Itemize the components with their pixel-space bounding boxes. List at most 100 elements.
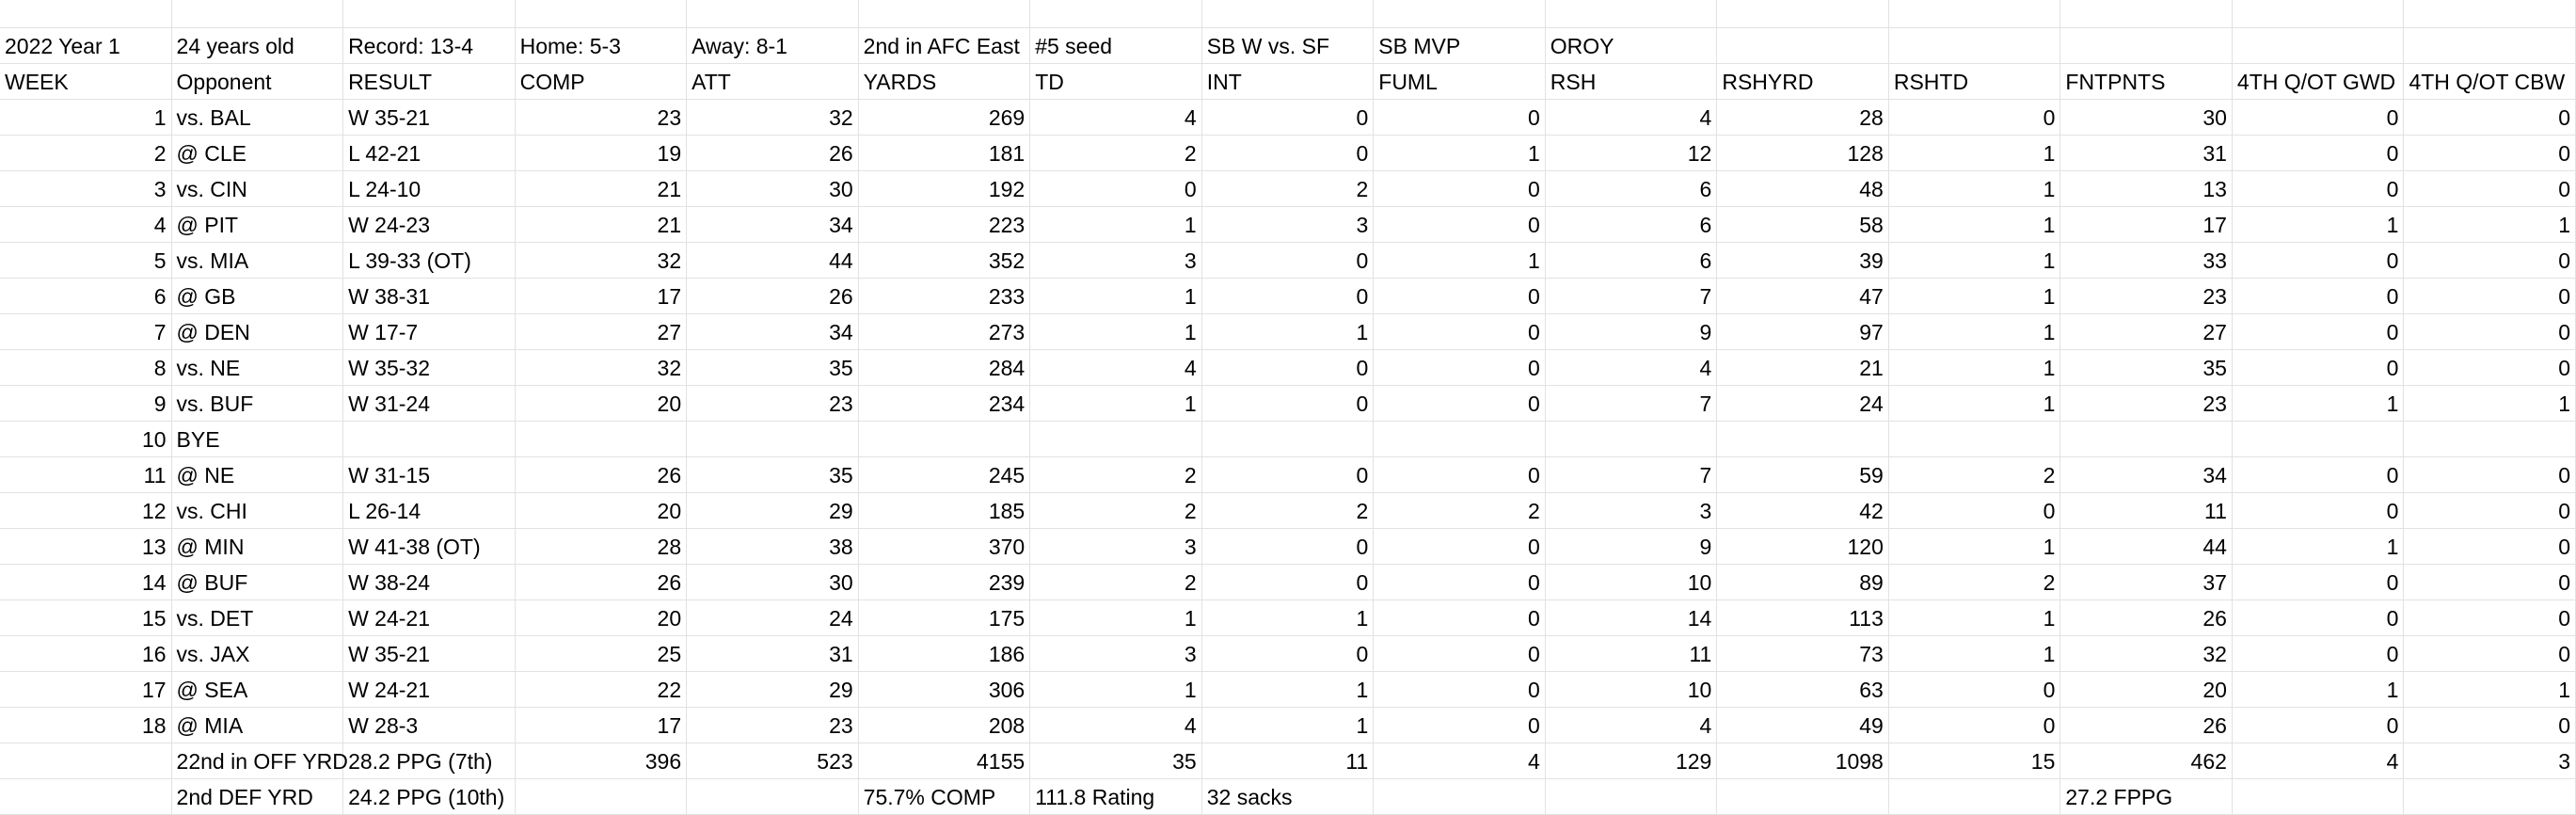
grid-cell	[858, 422, 1031, 457]
cell-text: W 35-21	[343, 636, 516, 672]
cell-text: WEEK	[0, 64, 172, 100]
cell-text: 111.8 Rating	[1030, 779, 1202, 815]
cell-text: 0	[1374, 529, 1546, 565]
cell-text: 3	[1201, 207, 1375, 243]
cell-text: 129	[1545, 743, 1718, 779]
cell-text: 35	[687, 457, 859, 493]
cell-text: 1	[0, 100, 172, 136]
cell-text: 1	[1030, 314, 1202, 350]
cell-text: 21	[515, 207, 688, 243]
cell-text: RESULT	[343, 64, 516, 100]
cell-text: 462	[2060, 743, 2233, 779]
cell-text: 34	[687, 314, 859, 350]
cell-text: W 41-38 (OT)	[343, 529, 516, 565]
cell-text: 1	[1374, 136, 1546, 171]
cell-text: 31	[687, 636, 859, 672]
grid-cell	[171, 0, 344, 28]
cell-text: 2	[1374, 493, 1546, 529]
cell-text: FUML	[1374, 64, 1546, 100]
cell-text: 2	[1888, 457, 2061, 493]
cell-text: 20	[515, 386, 688, 422]
cell-text: 0	[1888, 672, 2061, 708]
cell-text: 4	[1545, 350, 1718, 386]
cell-text: 181	[858, 136, 1031, 171]
cell-text: 26	[687, 279, 859, 314]
cell-text: 4TH Q/OT GWD	[2232, 64, 2405, 100]
cell-text: 32 sacks	[1201, 779, 1375, 815]
cell-text: 0	[1374, 636, 1546, 672]
cell-text: 2	[1030, 457, 1202, 493]
cell-text: 0	[2232, 350, 2405, 386]
cell-text: 4	[1545, 100, 1718, 136]
cell-text: 3	[1545, 493, 1718, 529]
grid-cell	[343, 422, 516, 457]
grid-cell	[2060, 0, 2233, 28]
cell-text: #5 seed	[1030, 28, 1202, 64]
cell-text: 1	[1888, 314, 2061, 350]
cell-text: 2022 Year 1	[0, 28, 172, 64]
cell-text: 0	[2404, 708, 2576, 743]
cell-text: 6	[0, 279, 172, 314]
cell-text: 0	[1888, 493, 2061, 529]
cell-text: 0	[2232, 565, 2405, 600]
cell-text: 24	[1717, 386, 1889, 422]
cell-text: RSH	[1545, 64, 1718, 100]
cell-text: 1	[1888, 136, 2061, 171]
grid-cell	[0, 0, 172, 28]
cell-text: 3	[1030, 529, 1202, 565]
cell-text: 32	[515, 243, 688, 279]
cell-text: 27	[2060, 314, 2233, 350]
cell-text: 0	[2232, 279, 2405, 314]
cell-text: 35	[687, 350, 859, 386]
cell-text: 0	[1374, 672, 1546, 708]
cell-text: 3	[2404, 743, 2576, 779]
cell-text: @ SEA	[171, 672, 344, 708]
cell-text: 30	[687, 565, 859, 600]
cell-text: 63	[1717, 672, 1889, 708]
cell-text: 23	[687, 708, 859, 743]
cell-text: 0	[2404, 100, 2576, 136]
cell-text: 2nd in AFC East	[858, 28, 1031, 64]
grid-cell	[1201, 0, 1375, 28]
cell-text: 1	[1888, 529, 2061, 565]
cell-text: 269	[858, 100, 1031, 136]
cell-text: W 35-32	[343, 350, 516, 386]
cell-text: 19	[515, 136, 688, 171]
grid-cell	[1888, 28, 2061, 64]
cell-text: INT	[1201, 64, 1375, 100]
grid-cell	[1374, 779, 1546, 815]
grid-cell	[1030, 422, 1202, 457]
grid-cell	[0, 779, 172, 815]
cell-text: 1	[1030, 600, 1202, 636]
cell-text: @ MIN	[171, 529, 344, 565]
cell-text: 4	[1545, 708, 1718, 743]
cell-text: 0	[1374, 708, 1546, 743]
cell-text: W 38-31	[343, 279, 516, 314]
cell-text: 0	[1374, 279, 1546, 314]
cell-text: 37	[2060, 565, 2233, 600]
cell-text: 0	[2404, 314, 2576, 350]
cell-text: 22nd in OFF YRD	[171, 743, 348, 779]
grid-cell	[1888, 779, 2061, 815]
cell-text: 4	[1030, 708, 1202, 743]
cell-text: 245	[858, 457, 1031, 493]
cell-text: 21	[1717, 350, 1889, 386]
cell-text: 23	[2060, 279, 2233, 314]
cell-text: 26	[687, 136, 859, 171]
cell-text: vs. BUF	[171, 386, 344, 422]
cell-text: RSHYRD	[1717, 64, 1889, 100]
cell-text: 0	[1201, 136, 1375, 171]
cell-text: 32	[515, 350, 688, 386]
cell-text: vs. JAX	[171, 636, 344, 672]
cell-text: SB MVP	[1374, 28, 1546, 64]
cell-text: 44	[687, 243, 859, 279]
cell-text: 33	[2060, 243, 2233, 279]
cell-text: 0	[1374, 100, 1546, 136]
cell-text: 1	[2232, 386, 2405, 422]
cell-text: 7	[1545, 279, 1718, 314]
cell-text: 192	[858, 171, 1031, 207]
cell-text: 15	[0, 600, 172, 636]
cell-text: 26	[2060, 600, 2233, 636]
cell-text: 22	[515, 672, 688, 708]
cell-text: 11	[2060, 493, 2233, 529]
